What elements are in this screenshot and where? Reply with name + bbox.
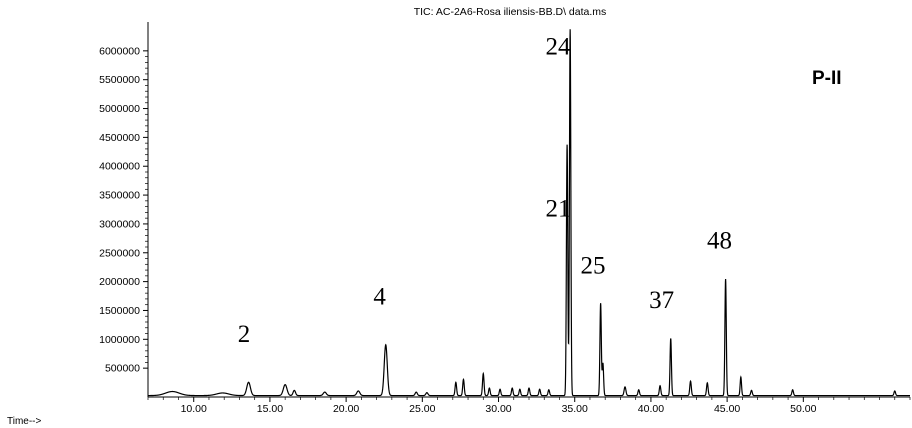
x-tick-label: 45.00 — [714, 403, 740, 415]
chromatogram-trace-group — [148, 29, 910, 397]
x-tick-label: 40.00 — [638, 403, 664, 415]
x-tick-label: 25.00 — [409, 403, 435, 415]
x-tick-label: 50.00 — [790, 403, 816, 415]
y-tick-label: 1000000 — [99, 334, 140, 346]
peak-label: 48 — [707, 228, 732, 255]
peak-label: 4 — [373, 284, 386, 311]
y-tick-label: 4500000 — [99, 132, 140, 144]
peak-label: 2 — [238, 321, 251, 348]
x-tick-label: 30.00 — [485, 403, 511, 415]
y-tick-label: 4000000 — [99, 161, 140, 173]
y-tick-label: 1500000 — [99, 305, 140, 317]
x-axis-ticks: 10.00 15.00 20.00 25.00 30.00 35.00 40.00 45.00… — [147, 397, 911, 415]
y-tick-label: 2500000 — [99, 247, 140, 259]
x-tick-label: 15.00 — [257, 403, 283, 415]
x-axis-label: Time--> — [7, 416, 42, 427]
peak-label: 37 — [649, 287, 674, 314]
y-tick-label: 3500000 — [99, 190, 140, 202]
y-tick-label: 5000000 — [99, 103, 140, 115]
y-tick-label: 6000000 — [99, 45, 140, 57]
chromatogram-trace — [148, 29, 910, 397]
x-tick-label: 20.00 — [333, 403, 359, 415]
y-tick-label: 5500000 — [99, 74, 140, 86]
x-tick-label: 10.00 — [181, 403, 207, 415]
peak-label: 24 — [545, 33, 571, 60]
x-tick-label: 35.00 — [562, 403, 588, 415]
peak-label: 21 — [545, 195, 570, 222]
y-tick-label: 3000000 — [99, 218, 140, 230]
panel-label: P-II — [812, 68, 842, 89]
peak-label: 25 — [581, 253, 606, 280]
y-axis-ticks: 500000 1000000 1500000 2000000 2500000 300000… — [99, 45, 148, 375]
y-tick-label: 500000 — [105, 363, 140, 375]
y-tick-label: 2000000 — [99, 276, 140, 288]
chart-title: TIC: AC-2A6-Rosa iliensis-BB.D\ data.ms — [414, 6, 607, 18]
